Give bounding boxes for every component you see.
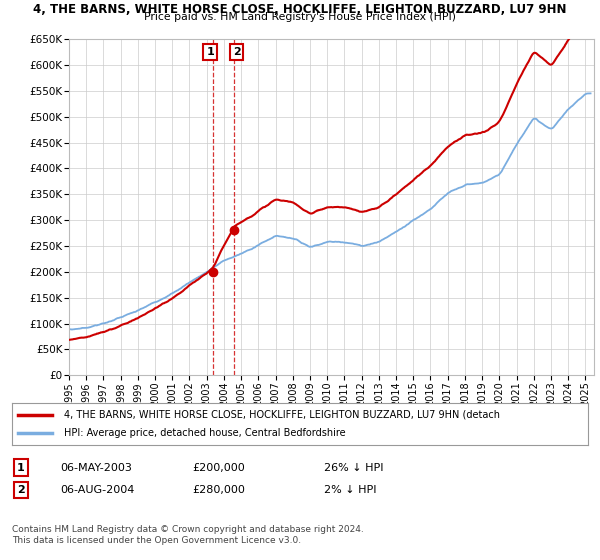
Text: 4, THE BARNS, WHITE HORSE CLOSE, HOCKLIFFE, LEIGHTON BUZZARD, LU7 9HN: 4, THE BARNS, WHITE HORSE CLOSE, HOCKLIF…	[33, 3, 567, 16]
Text: 2: 2	[17, 485, 25, 495]
Text: 1: 1	[206, 47, 214, 57]
Text: 1: 1	[17, 463, 25, 473]
Text: Contains HM Land Registry data © Crown copyright and database right 2024.: Contains HM Land Registry data © Crown c…	[12, 525, 364, 534]
Text: 4, THE BARNS, WHITE HORSE CLOSE, HOCKLIFFE, LEIGHTON BUZZARD, LU7 9HN (detach: 4, THE BARNS, WHITE HORSE CLOSE, HOCKLIF…	[64, 410, 500, 420]
Text: HPI: Average price, detached house, Central Bedfordshire: HPI: Average price, detached house, Cent…	[64, 428, 346, 438]
Text: Price paid vs. HM Land Registry's House Price Index (HPI): Price paid vs. HM Land Registry's House …	[144, 12, 456, 22]
Text: 06-AUG-2004: 06-AUG-2004	[60, 485, 134, 495]
Text: 2: 2	[233, 47, 241, 57]
Text: £200,000: £200,000	[192, 463, 245, 473]
Text: 2% ↓ HPI: 2% ↓ HPI	[324, 485, 377, 495]
Text: This data is licensed under the Open Government Licence v3.0.: This data is licensed under the Open Gov…	[12, 536, 301, 545]
Text: £280,000: £280,000	[192, 485, 245, 495]
Text: 06-MAY-2003: 06-MAY-2003	[60, 463, 132, 473]
Text: 26% ↓ HPI: 26% ↓ HPI	[324, 463, 383, 473]
